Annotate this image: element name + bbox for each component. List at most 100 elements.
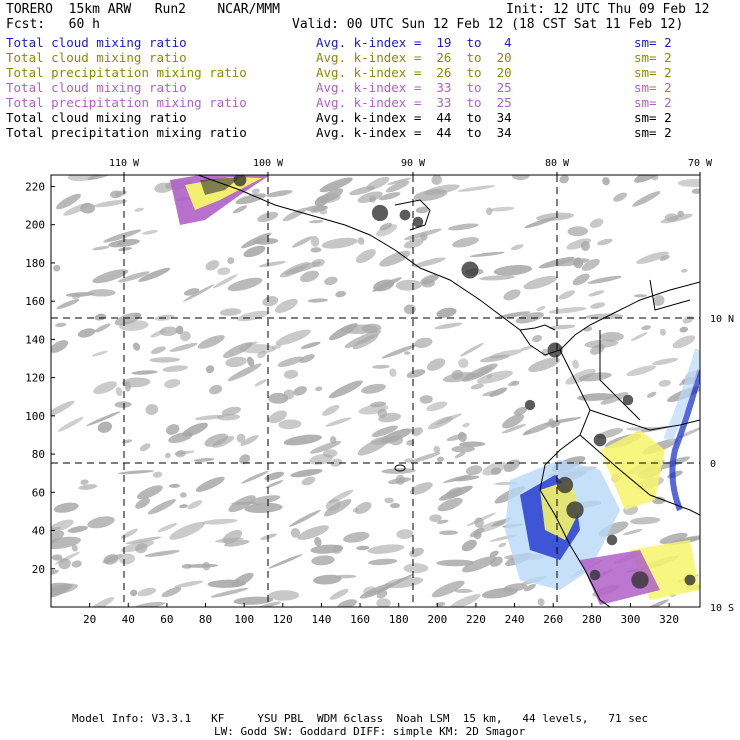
cloud-patch bbox=[458, 358, 469, 369]
cloud-patch bbox=[457, 185, 496, 192]
legend-field: Total precipitation mixing ratio bbox=[6, 65, 247, 80]
cloud-patch bbox=[118, 271, 150, 283]
cloud-patch bbox=[227, 257, 235, 265]
cloud-patch bbox=[330, 458, 343, 467]
cloud-patch bbox=[376, 598, 391, 607]
cloud-patch bbox=[580, 241, 590, 251]
cloud-patch bbox=[369, 401, 387, 408]
cloud-patch bbox=[613, 192, 628, 202]
cloud-patch bbox=[515, 312, 544, 324]
cloud-patch bbox=[278, 419, 302, 430]
cloud-patch bbox=[523, 422, 554, 435]
cloud-patch bbox=[436, 307, 457, 318]
x-tick-label: 100 bbox=[234, 613, 254, 626]
cloud-patch bbox=[254, 379, 267, 387]
cloud-patch bbox=[502, 414, 524, 429]
cloud-patch bbox=[236, 310, 270, 322]
cloud-patch bbox=[479, 275, 516, 281]
legend-field: Total cloud mixing ratio bbox=[6, 50, 187, 65]
cloud-patch bbox=[429, 514, 442, 523]
cloud-patch bbox=[56, 299, 80, 310]
forecast-hour: Fcst: 60 h bbox=[6, 17, 100, 32]
cloud-patch bbox=[532, 334, 543, 343]
cloud-patch bbox=[173, 580, 204, 588]
cloud-patch bbox=[92, 245, 110, 251]
cloud-patch bbox=[197, 335, 225, 349]
cloud-patch bbox=[512, 175, 530, 181]
cloud-patch bbox=[293, 386, 307, 396]
cloud-patch bbox=[462, 422, 470, 428]
x-tick-label: 80 bbox=[199, 613, 212, 626]
cloud-patch bbox=[165, 424, 180, 435]
cloud-patch bbox=[420, 274, 439, 285]
cloud-patch bbox=[94, 323, 111, 333]
convective-core bbox=[631, 571, 649, 589]
cloud-patch bbox=[289, 509, 321, 527]
cloud-patch bbox=[490, 467, 502, 475]
y-tick-label: 180 bbox=[25, 257, 45, 270]
cloud-patch bbox=[224, 539, 250, 547]
cloud-patch bbox=[443, 474, 473, 483]
cloud-patch bbox=[135, 543, 148, 554]
cloud-patch bbox=[366, 176, 390, 190]
cloud-patch bbox=[71, 293, 81, 300]
cloud-patch bbox=[414, 337, 433, 348]
cloud-patch bbox=[419, 395, 433, 404]
cloud-patch bbox=[145, 404, 159, 415]
cloud-patch bbox=[51, 536, 81, 550]
x-tick-label: 160 bbox=[350, 613, 370, 626]
cloud-patch bbox=[375, 224, 398, 237]
cloud-patch bbox=[449, 594, 481, 607]
cloud-patch bbox=[630, 516, 661, 525]
cloud-patch bbox=[324, 276, 338, 286]
cloud-patch bbox=[404, 351, 411, 355]
cloud-patch bbox=[297, 525, 329, 540]
x-tick-label: 60 bbox=[160, 613, 173, 626]
cloud-patch bbox=[409, 482, 433, 495]
cloud-patch bbox=[115, 387, 123, 397]
legend-kindex: Avg. k-index = 33 to 25 bbox=[316, 95, 512, 110]
longitude-label: 70 W bbox=[688, 158, 713, 169]
cloud-patch bbox=[368, 558, 398, 566]
cloud-patch bbox=[164, 452, 171, 459]
cloud-patch bbox=[436, 559, 475, 567]
cloud-patch bbox=[91, 350, 108, 357]
precip-streak bbox=[669, 369, 700, 512]
cloud-patch bbox=[390, 502, 400, 509]
cloud-patch bbox=[513, 406, 528, 416]
cloud-patch bbox=[217, 267, 231, 276]
legend-row: Total cloud mixing ratio Avg. k-index = 3… bbox=[6, 80, 696, 95]
cloud-patch bbox=[679, 326, 689, 333]
convective-core bbox=[412, 216, 424, 228]
cloud-patch bbox=[51, 530, 65, 545]
legend-field: Total cloud mixing ratio bbox=[6, 35, 187, 50]
legend-sm: sm= 2 bbox=[634, 35, 672, 50]
cloud-patch bbox=[137, 587, 157, 597]
cloud-patch bbox=[385, 180, 410, 193]
cloud-patch bbox=[372, 364, 390, 369]
convective-core bbox=[593, 433, 607, 447]
cloud-patch bbox=[174, 450, 195, 455]
galapagos-islands bbox=[394, 464, 406, 472]
cloud-patch bbox=[169, 522, 205, 540]
y-tick-label: 140 bbox=[25, 333, 45, 346]
x-tick-label: 320 bbox=[659, 613, 679, 626]
cloud-patch bbox=[150, 346, 166, 355]
cloud-patch bbox=[378, 192, 401, 201]
cloud-patch bbox=[389, 368, 397, 377]
cloud-patch bbox=[51, 340, 69, 353]
cloud-patch bbox=[125, 536, 162, 545]
cloud-patch bbox=[323, 449, 338, 458]
cloud-patch bbox=[240, 435, 259, 446]
cloud-patch bbox=[235, 193, 267, 205]
cloud-patch bbox=[322, 404, 340, 416]
cloud-patch bbox=[245, 341, 258, 346]
cloud-patch bbox=[411, 427, 423, 437]
cloud-patch bbox=[355, 249, 376, 264]
cloud-patch bbox=[103, 229, 142, 243]
cloud-patch bbox=[257, 350, 267, 359]
cloud-patch bbox=[677, 178, 700, 188]
x-tick-label: 20 bbox=[83, 613, 96, 626]
legend-sm: sm= 2 bbox=[634, 65, 672, 80]
legend-kindex: Avg. k-index = 26 to 20 bbox=[316, 65, 512, 80]
